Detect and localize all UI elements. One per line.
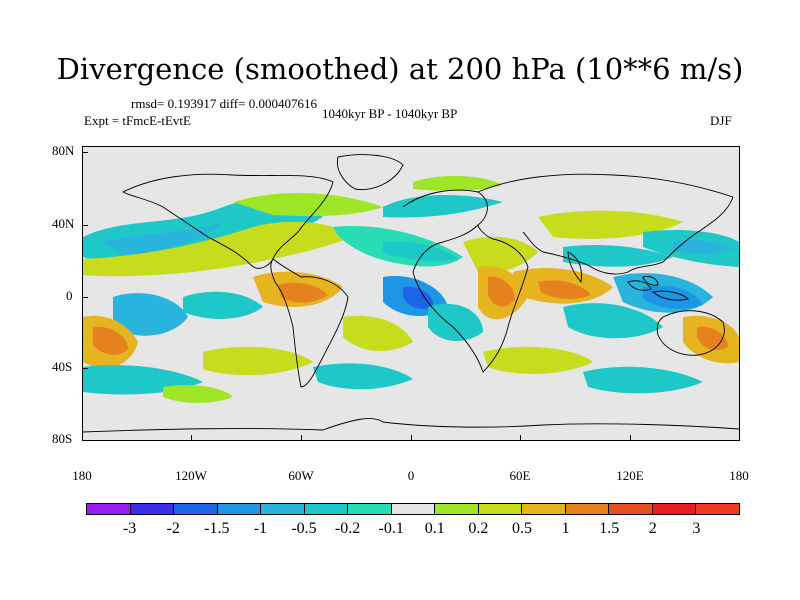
- colorbar-swatch: [435, 504, 479, 514]
- x-label-60w: 60W: [288, 468, 314, 483]
- colorbar-swatch: [696, 504, 739, 514]
- x-label-0: 0: [407, 468, 415, 483]
- colorbar-swatch: [522, 504, 566, 514]
- y-label-0: 0: [66, 288, 73, 303]
- colorbar-swatch: [174, 504, 218, 514]
- x-label-180e: 180: [729, 468, 749, 483]
- divergence-field: [83, 175, 739, 403]
- colorbar-swatch: [609, 504, 653, 514]
- colorbar-swatch: [87, 504, 131, 514]
- x-label-60e: 60E: [509, 468, 531, 483]
- colorbar-label: -0.2: [334, 520, 361, 537]
- colorbar-swatch: [348, 504, 392, 514]
- stats-line: rmsd= 0.193917 diff= 0.000407616: [131, 96, 317, 111]
- map-title: Divergence (smoothed) at 200 hPa (10**6 …: [56, 52, 744, 86]
- colorbar-label: 0.2: [468, 520, 489, 537]
- colorbar-swatch: [304, 504, 349, 514]
- experiment-label: Expt = tFmcE-tEvtE: [84, 113, 191, 128]
- y-label-40s: 40S: [52, 359, 73, 374]
- colorbar-label: 3: [692, 520, 701, 537]
- colorbar-label: 0.1: [424, 520, 445, 537]
- colorbar-label: -0.5: [291, 520, 317, 537]
- colorbar-label: 0.5: [512, 520, 532, 537]
- colorbar-label: 2: [648, 520, 657, 537]
- map-field: [83, 154, 739, 433]
- colorbar: [86, 503, 740, 515]
- y-label-40n: 40N: [52, 216, 75, 231]
- x-label-120w: 120W: [175, 468, 207, 483]
- colorbar-swatch: [261, 504, 305, 514]
- colorbar-label: -0.1: [378, 520, 404, 537]
- x-label-120e: 120E: [616, 468, 644, 483]
- season-label: DJF: [710, 113, 732, 128]
- colorbar-swatch: [478, 504, 523, 514]
- colorbar-label: -1: [253, 520, 268, 537]
- period-label: 1040kyr BP - 1040kyr BP: [322, 106, 458, 121]
- colorbar-swatch: [130, 504, 175, 514]
- y-label-80s: 80S: [52, 431, 73, 446]
- colorbar-label: 1: [561, 520, 570, 537]
- colorbar-label: 1.5: [599, 520, 620, 537]
- colorbar-swatch: [652, 504, 697, 514]
- y-label-80n: 80N: [52, 143, 75, 158]
- x-label-180w: 180: [72, 468, 92, 483]
- colorbar-label: -2: [166, 520, 180, 537]
- colorbar-swatch: [217, 504, 262, 514]
- divergence-map: [82, 146, 740, 441]
- colorbar-swatch: [565, 504, 610, 514]
- colorbar-swatch: [391, 504, 436, 514]
- coastlines: [83, 154, 739, 433]
- colorbar-label: -3: [122, 520, 137, 537]
- colorbar-label: -1.5: [204, 520, 230, 537]
